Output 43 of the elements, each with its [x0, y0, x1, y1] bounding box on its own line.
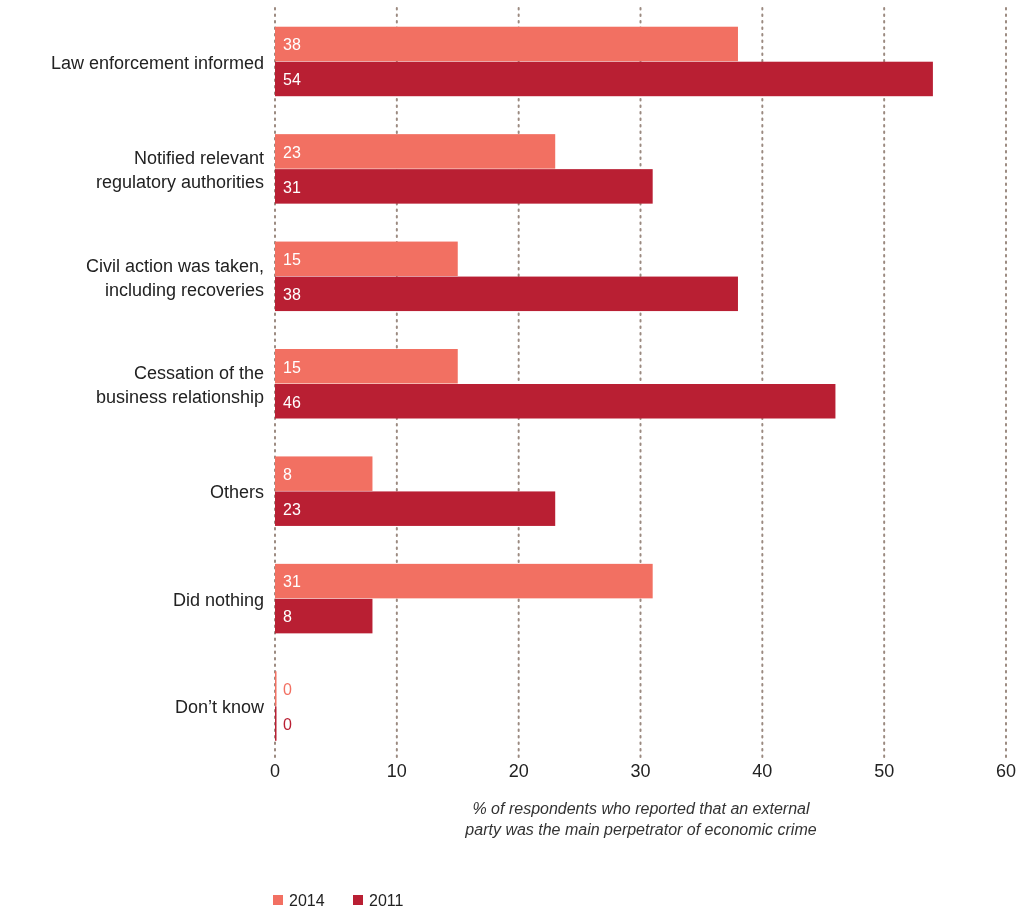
- bar: [275, 134, 556, 169]
- data-label: 23: [283, 500, 301, 518]
- bar: [275, 456, 373, 491]
- bar: [275, 241, 458, 277]
- x-tick-label: 60: [995, 761, 1017, 781]
- x-tick-label: 20: [508, 761, 529, 781]
- data-label: 23: [283, 143, 301, 161]
- bar: [275, 598, 373, 634]
- data-label: 38: [283, 36, 301, 54]
- data-label: 15: [283, 358, 301, 376]
- y-tick-label: Civil action was taken, including recoveries: [85, 255, 264, 300]
- bar: [275, 349, 458, 384]
- bar: [275, 169, 653, 204]
- bar: [275, 563, 653, 599]
- data-label: 15: [283, 251, 301, 269]
- y-tick-label: Did nothing: [172, 589, 264, 610]
- bar: [275, 276, 738, 312]
- x-tick-label: 40: [752, 761, 773, 781]
- y-tick-label: Law enforcement informed: [50, 52, 264, 73]
- data-label: 31: [283, 573, 301, 591]
- bar: [275, 491, 556, 526]
- x-tick-label: 50: [874, 761, 895, 781]
- data-label: 46: [283, 393, 301, 411]
- data-label: 38: [283, 286, 301, 304]
- bar: [275, 61, 933, 97]
- data-label: 0: [283, 715, 292, 733]
- data-label: 31: [283, 178, 301, 196]
- x-axis-title: % of respondents who reported that an external party was the main perpetrator of economic crime: [464, 800, 817, 838]
- y-tick-label: Don’t know: [174, 697, 265, 718]
- y-tick-label: Others: [209, 482, 264, 503]
- x-tick-label: 30: [630, 761, 651, 781]
- bar: [275, 26, 738, 62]
- legend-label: 2011: [369, 892, 404, 909]
- x-tick-label: 0: [269, 761, 281, 781]
- data-label: 8: [283, 465, 292, 483]
- bar: [275, 384, 836, 419]
- legend-label: 2014: [289, 892, 325, 909]
- data-label: 54: [283, 71, 301, 89]
- x-tick-label: 10: [386, 761, 407, 781]
- data-label: 8: [283, 608, 292, 626]
- y-tick-label: Cessation of the business relationship: [95, 363, 264, 407]
- y-tick-label: Notified relevant regulatory authorities: [95, 148, 264, 193]
- data-label: 0: [283, 680, 292, 698]
